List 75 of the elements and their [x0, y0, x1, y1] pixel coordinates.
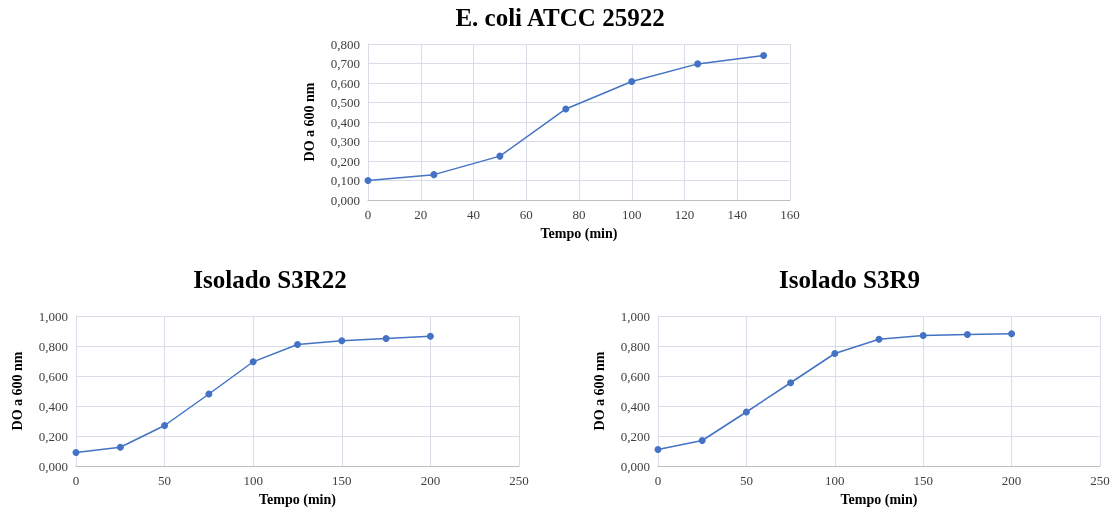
- y-tick-label: 0,200: [330, 153, 360, 169]
- point: [426, 332, 434, 340]
- y-tick-label: 0,800: [330, 36, 360, 52]
- point: [1008, 330, 1016, 338]
- x-tick-label: 0: [72, 473, 80, 488]
- y-axis-title: DO a 600 nm: [9, 351, 25, 431]
- x-axis-title: Tempo (min): [540, 225, 618, 242]
- point: [161, 422, 169, 429]
- y-tick-label: 0,000: [330, 192, 360, 208]
- y-tick-label: 0,000: [38, 458, 68, 474]
- y-tick-label: 0,400: [38, 398, 68, 414]
- y-tick-label: 0,100: [330, 173, 360, 188]
- chart-title: Isolado S3R22: [193, 266, 347, 293]
- chart-title: E. coli ATCC 25922: [455, 4, 665, 31]
- point: [562, 105, 570, 113]
- point: [742, 408, 750, 416]
- point: [430, 171, 438, 179]
- x-tick-label: 80: [572, 207, 586, 222]
- point: [919, 332, 927, 339]
- point: [294, 341, 301, 348]
- x-tick-label: 0: [654, 473, 662, 488]
- point: [116, 443, 124, 451]
- point: [496, 152, 504, 160]
- y-tick-label: 0,400: [620, 398, 650, 414]
- point: [338, 337, 346, 345]
- x-tick-label: 100: [825, 473, 845, 488]
- x-axis-title: Tempo (min): [259, 491, 337, 508]
- y-tick-label: 0,200: [620, 428, 650, 444]
- point: [831, 350, 839, 357]
- x-tick-label: 250: [1090, 473, 1110, 488]
- x-tick-label: 150: [913, 473, 933, 488]
- x-tick-label: 160: [780, 207, 800, 222]
- y-tick-label: 0,700: [330, 56, 360, 71]
- point: [382, 335, 390, 342]
- x-tick-label: 200: [1001, 473, 1022, 488]
- y-tick-label: 0,600: [620, 368, 650, 384]
- y-tick-label: 0,500: [330, 95, 360, 110]
- x-tick-label: 200: [420, 473, 441, 488]
- x-tick-label: 140: [727, 207, 747, 222]
- y-tick-label: 0,400: [330, 114, 360, 130]
- y-tick-label: 0,300: [330, 134, 360, 149]
- y-axis-title: DO a 600 nm: [591, 351, 607, 431]
- point: [72, 449, 80, 456]
- x-tick-label: 50: [158, 473, 172, 488]
- y-tick-label: 1,000: [38, 308, 68, 324]
- y-tick-label: 1,000: [620, 308, 650, 324]
- x-tick-label: 40: [467, 207, 480, 222]
- y-tick-label: 0,800: [38, 338, 68, 354]
- point: [654, 446, 662, 453]
- point: [628, 77, 636, 85]
- y-tick-label: 0,600: [330, 75, 360, 91]
- x-tick-label: 20: [414, 207, 428, 222]
- x-tick-label: 0: [364, 207, 372, 222]
- point: [698, 437, 706, 444]
- y-tick-label: 0,800: [620, 338, 650, 354]
- point: [694, 60, 702, 68]
- x-tick-label: 100: [622, 207, 642, 222]
- x-tick-label: 250: [509, 473, 529, 488]
- y-tick-label: 0,600: [38, 368, 68, 384]
- point: [787, 379, 795, 387]
- y-tick-label: 0,000: [620, 458, 650, 474]
- x-tick-label: 100: [243, 473, 263, 488]
- point: [760, 52, 768, 59]
- point: [875, 335, 883, 343]
- x-tick-label: 60: [519, 207, 533, 222]
- x-tick-label: 150: [332, 473, 352, 488]
- point: [963, 330, 971, 338]
- x-axis-title: Tempo (min): [840, 491, 918, 508]
- chart-title: Isolado S3R9: [778, 266, 921, 293]
- y-tick-label: 0,200: [38, 428, 68, 444]
- x-tick-label: 50: [739, 473, 753, 488]
- x-tick-label: 120: [674, 207, 695, 222]
- y-axis-title: DO a 600 nm: [301, 82, 317, 162]
- point: [364, 177, 372, 184]
- point: [249, 358, 257, 366]
